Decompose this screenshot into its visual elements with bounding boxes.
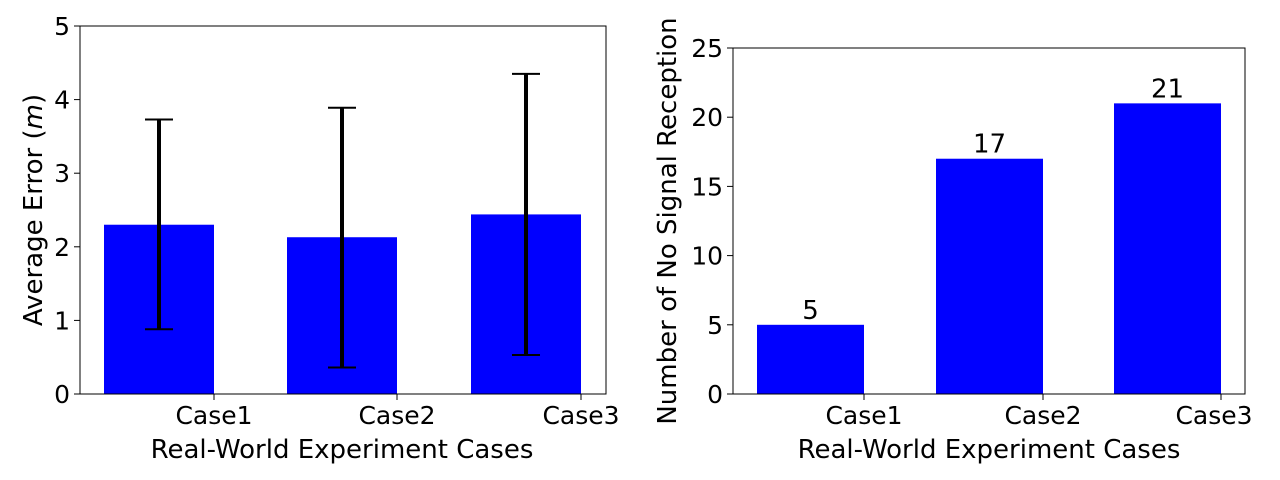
c1-ytick-label: 5 — [54, 12, 70, 41]
c1-x-axis: Case1 Case2 Case3 — [175, 394, 620, 430]
c2-ytick-label: 5 — [707, 311, 723, 340]
c2-bar — [757, 324, 864, 394]
c2-bar — [1114, 103, 1221, 395]
c1-ylabel-end: ) — [19, 94, 49, 104]
c2-ytick-label: 25 — [691, 34, 723, 63]
c2-xtick-label: Case1 — [825, 401, 902, 430]
c2-xtick-label: Case3 — [1175, 401, 1252, 430]
c1-xtick-label: Case3 — [542, 401, 619, 430]
c2-ytick-label: 0 — [707, 380, 723, 409]
c2-data-label: 5 — [802, 296, 819, 326]
c2-ytick-label: 20 — [691, 103, 723, 132]
c2-ytick-label: 10 — [691, 242, 723, 271]
c2-y-axis-title: Number of No Signal Reception — [653, 17, 683, 424]
c2-x-axis: Case1 Case2 Case3 — [825, 394, 1253, 430]
c2-x-axis-title: Real-World Experiment Cases — [798, 435, 1181, 465]
c2-bars-group — [757, 103, 1221, 395]
c1-xtick-label: Case2 — [358, 401, 435, 430]
c1-ytick-label: 4 — [54, 86, 70, 115]
c1-y-axis-title: Average Error (m) — [19, 94, 49, 326]
c1-ytick-label: 2 — [54, 233, 70, 262]
c2-data-label: 17 — [973, 130, 1006, 160]
c1-plot-frame — [79, 25, 607, 395]
c1-xtick-label: Case1 — [175, 401, 252, 430]
c1-x-axis-title: Real-World Experiment Cases — [151, 435, 534, 465]
chart-average-error: 0 1 2 3 4 5 Case1 Case2 Case3 Real-World… — [19, 12, 620, 465]
c2-data-label: 21 — [1151, 74, 1184, 104]
c1-y-axis: 0 1 2 3 4 5 — [54, 12, 80, 409]
c1-ytick-label: 1 — [54, 306, 70, 335]
c1-errorbars-group — [145, 72, 540, 369]
c2-bar — [936, 158, 1043, 394]
c2-ytick-label: 15 — [691, 172, 723, 201]
c2-y-axis: 0 5 10 15 20 25 — [691, 34, 733, 409]
c1-ytick-label: 3 — [54, 159, 70, 188]
c2-data-labels-group: 5 17 21 — [802, 74, 1184, 325]
c1-ylabel-unit: m — [19, 104, 49, 129]
c1-ylabel-main: Average Error ( — [19, 129, 49, 326]
c2-plot-frame — [732, 47, 1246, 395]
c1-ytick-label: 0 — [54, 380, 70, 409]
c2-xtick-label: Case2 — [1004, 401, 1081, 430]
